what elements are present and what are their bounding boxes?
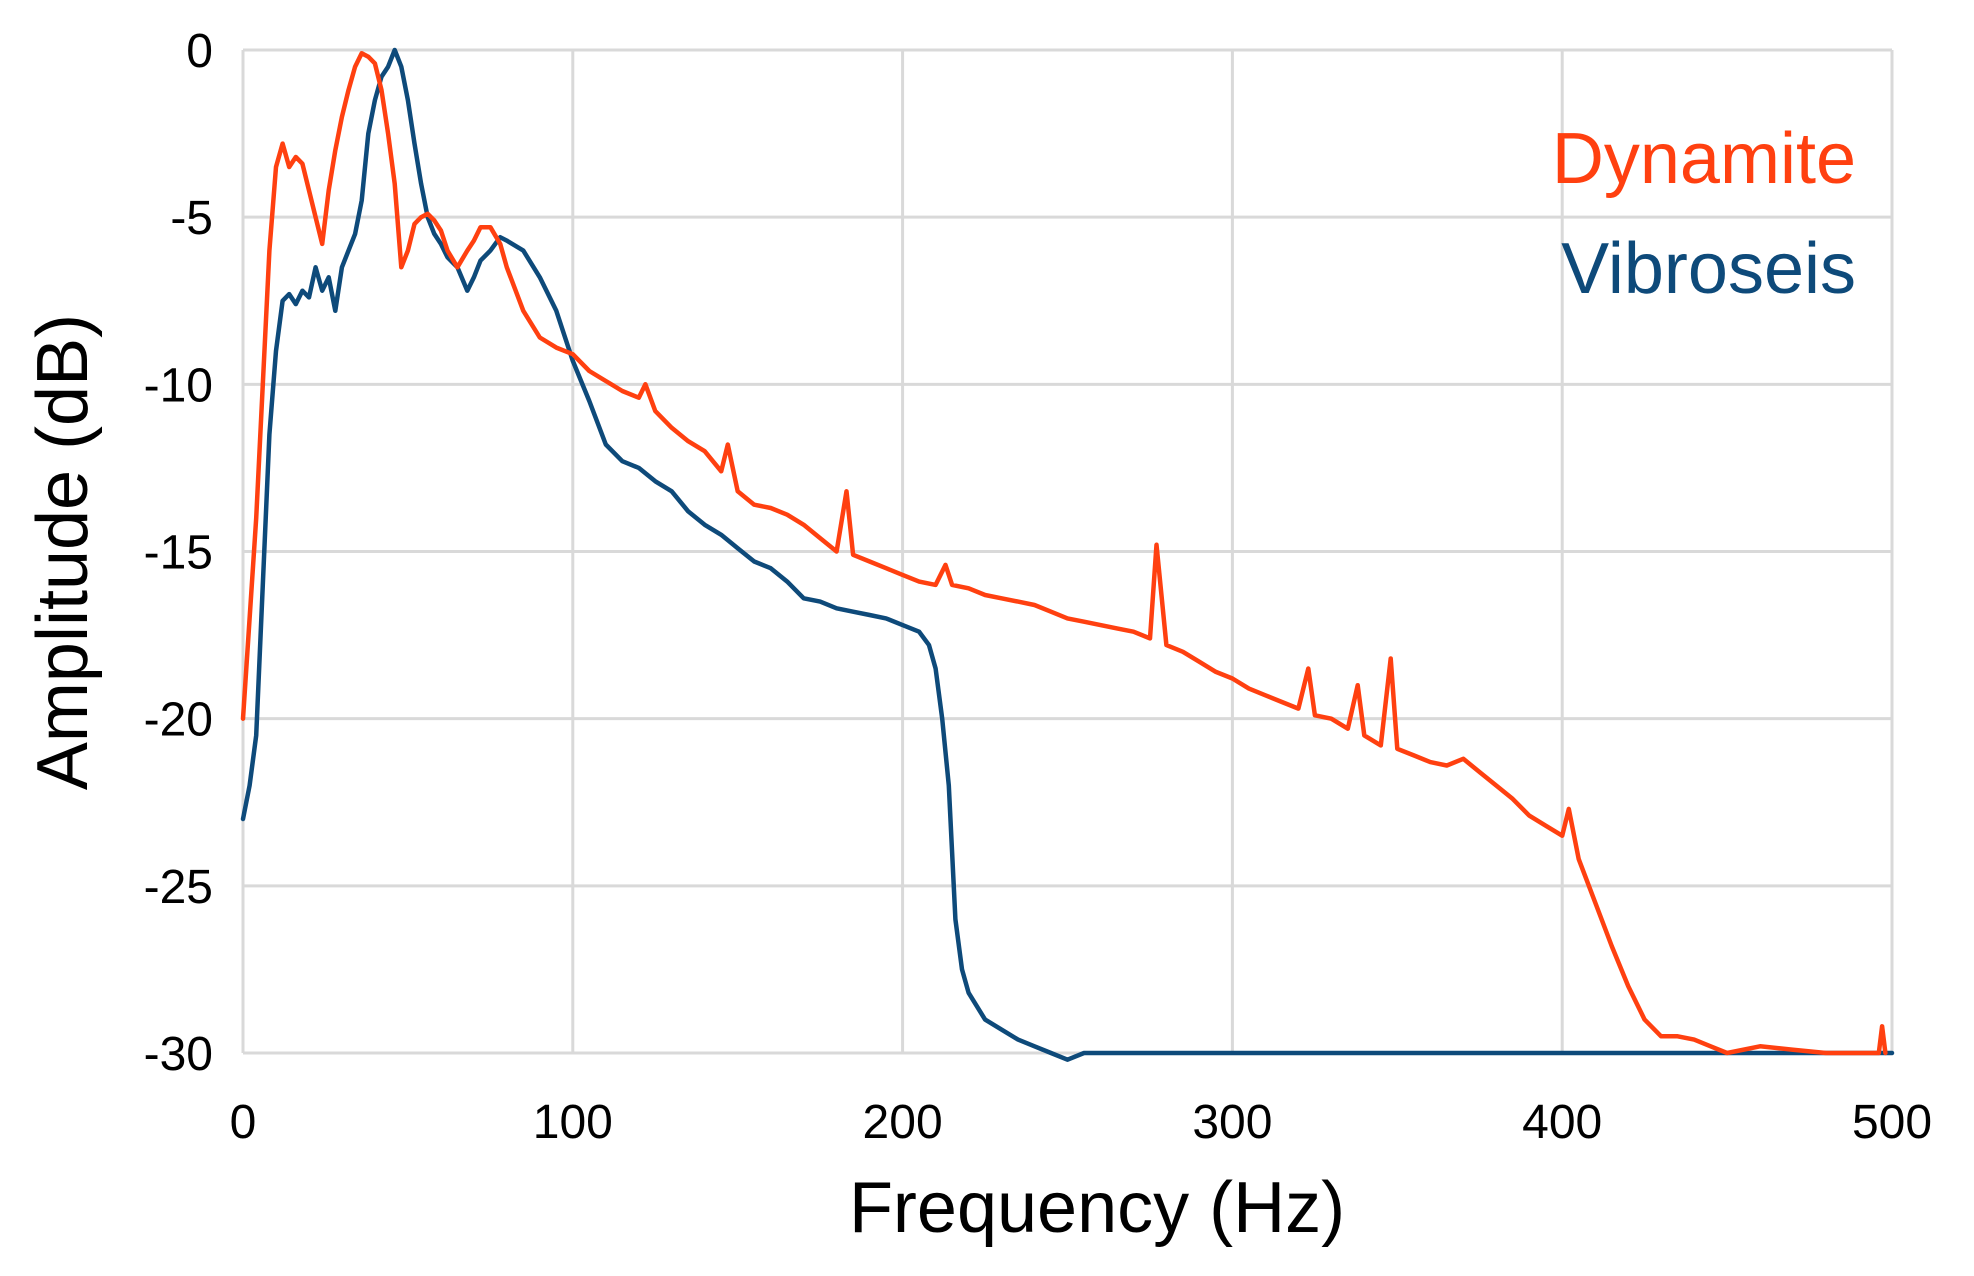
x-axis-title: Frequency (Hz) bbox=[849, 1168, 1345, 1248]
series-line-vibroseis bbox=[240, 47, 1895, 1062]
x-tick-label: 0 bbox=[230, 1096, 257, 1149]
series-group bbox=[240, 47, 1895, 1062]
y-tick-label: -5 bbox=[170, 192, 213, 245]
x-tick-label: 200 bbox=[863, 1096, 943, 1149]
y-tick-label: -10 bbox=[144, 359, 213, 412]
y-tick-label: 0 bbox=[186, 25, 213, 78]
legend-entry-dynamite: Dynamite bbox=[1552, 119, 1856, 199]
grid bbox=[241, 48, 1894, 1055]
x-axis-ticks: 0 100 200 300 400 500 bbox=[230, 1096, 1932, 1149]
x-tick-label: 300 bbox=[1192, 1096, 1272, 1149]
x-tick-label: 400 bbox=[1522, 1096, 1602, 1149]
y-tick-label: -20 bbox=[144, 694, 213, 747]
y-axis-ticks: 0 -5 -10 -15 -20 -25 -30 bbox=[144, 25, 213, 1081]
y-axis-title: Amplitude (dB) bbox=[23, 314, 103, 790]
y-tick-label: -15 bbox=[144, 527, 213, 580]
y-tick-label: -30 bbox=[144, 1028, 213, 1081]
series-line-dynamite bbox=[240, 51, 1888, 1056]
x-tick-label: 100 bbox=[533, 1096, 613, 1149]
x-tick-label: 500 bbox=[1852, 1096, 1932, 1149]
legend: Dynamite Vibroseis bbox=[1552, 119, 1856, 309]
y-tick-label: -25 bbox=[144, 861, 213, 914]
legend-entry-vibroseis: Vibroseis bbox=[1561, 229, 1856, 309]
